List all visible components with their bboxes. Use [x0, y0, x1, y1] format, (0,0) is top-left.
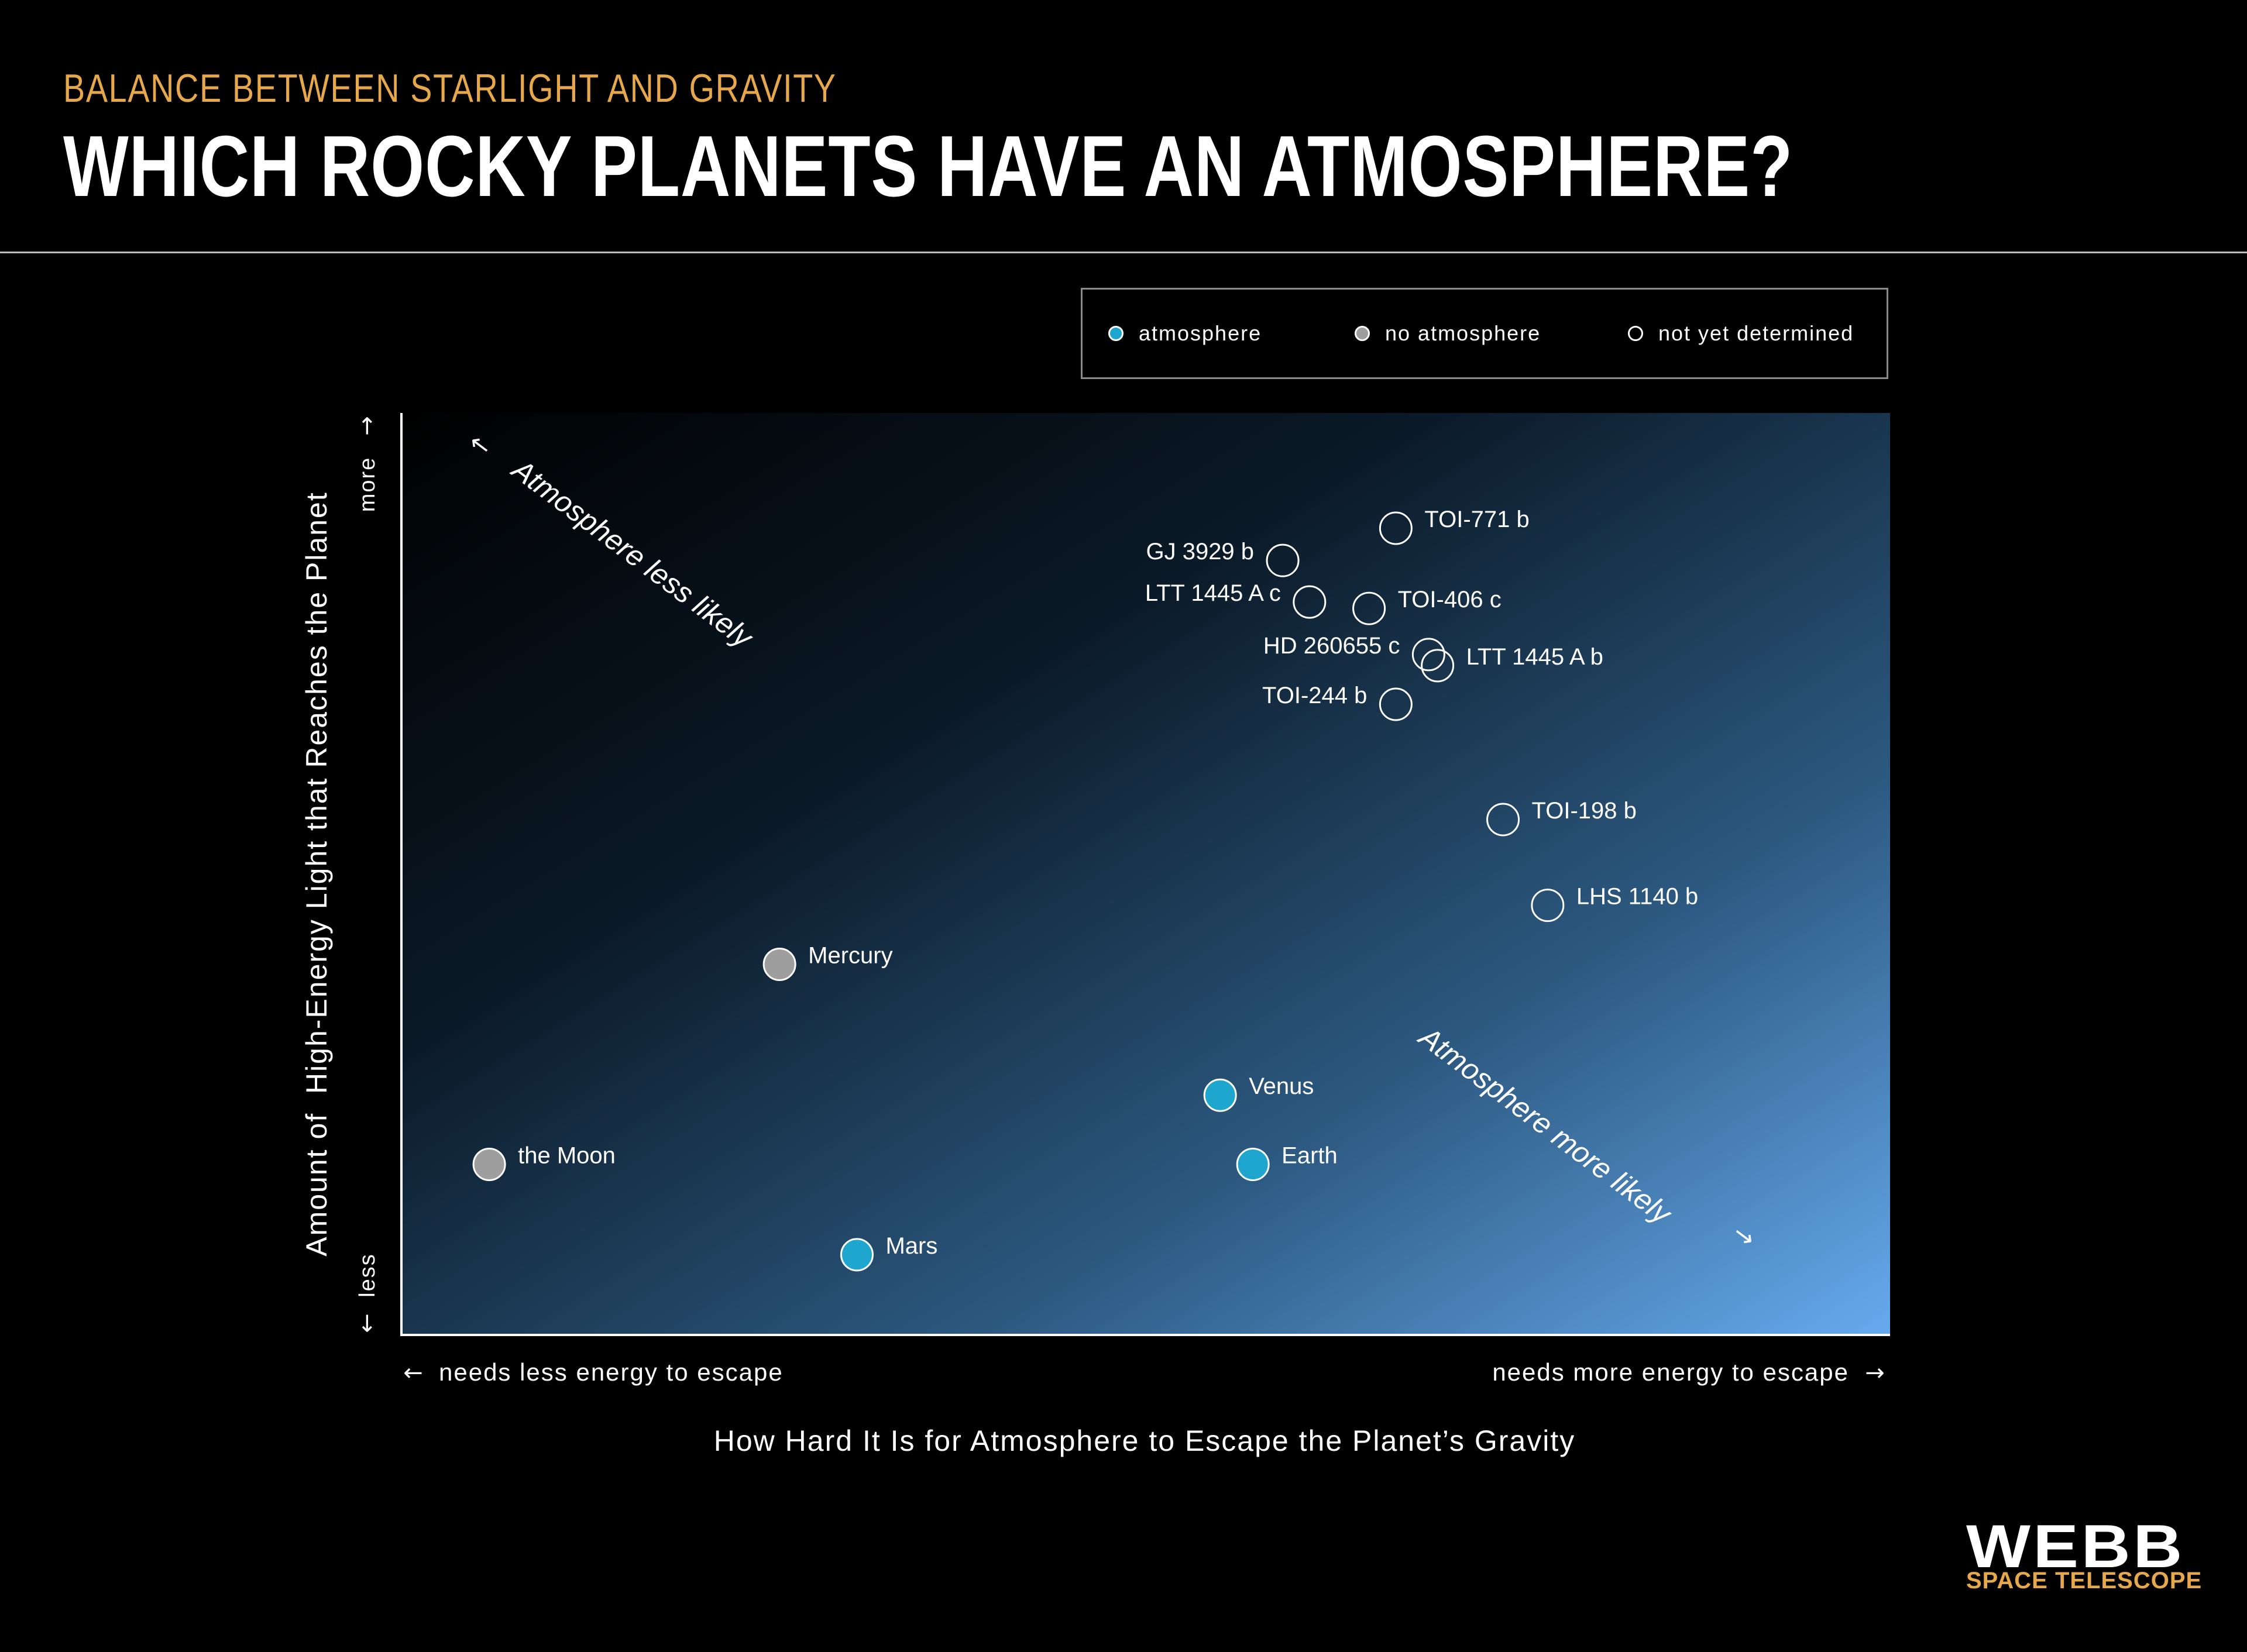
x-axis-title: How Hard It Is for Atmosphere to Escape … [714, 1424, 1575, 1457]
legend-item-no-atmosphere: no atmosphere [1355, 290, 1541, 377]
point-label-hd-260655-c: HD 260655 c [1263, 633, 1400, 659]
y-axis-down-arrow-icon: ← [353, 1313, 380, 1333]
page-title: WHICH ROCKY PLANETS HAVE AN ATMOSPHERE? [63, 118, 1794, 215]
legend-label-no-atmosphere: no atmosphere [1385, 321, 1541, 345]
point-hd-260655-c [1411, 638, 1445, 672]
legend-item-atmosphere: atmosphere [1108, 290, 1262, 377]
point-venus [1203, 1078, 1237, 1112]
point-label-gj-3929-b: GJ 3929 b [1146, 539, 1254, 565]
point-mars [840, 1238, 874, 1272]
legend-label-not-determined: not yet determined [1658, 321, 1854, 345]
point-ltt-1445-a-c [1293, 585, 1327, 619]
x-axis-left-arrow-icon: ← [403, 1360, 423, 1386]
y-axis-title: Amount of High-Energy Light that Reaches… [300, 491, 333, 1257]
x-axis-high-label: needs more energy to escape [1492, 1358, 1849, 1386]
legend-item-not-determined: not yet determined [1628, 290, 1854, 377]
point-ltt-1445-a-b [1421, 649, 1455, 683]
y-axis-up-arrow-icon: → [353, 416, 380, 436]
point-toi-771-b [1379, 511, 1413, 545]
point-label-earth: Earth [1281, 1142, 1338, 1168]
point-mercury [762, 947, 796, 981]
chart-legend: atmosphere no atmosphere not yet determi… [1081, 288, 1888, 379]
not-determined-marker-icon [1628, 326, 1643, 341]
point-earth [1236, 1147, 1270, 1181]
point-label-lhs-1140-b: LHS 1140 b [1576, 884, 1698, 910]
point-label-toi-198-b: TOI-198 b [1532, 798, 1637, 824]
point-label-venus: Venus [1249, 1073, 1314, 1099]
atmosphere-marker-icon [1108, 326, 1124, 341]
y-axis-low-label: less [355, 1253, 380, 1297]
plot-area-background [401, 413, 1890, 1335]
point-the-moon [472, 1147, 506, 1181]
x-axis-right-arrow-icon: → [1865, 1360, 1885, 1386]
point-lhs-1140-b [1531, 889, 1565, 923]
header-kicker: BALANCE BETWEEN STARLIGHT AND GRAVITY [63, 66, 837, 111]
point-label-the-moon: the Moon [518, 1142, 616, 1168]
y-axis-high-label: more [355, 457, 380, 512]
point-gj-3929-b [1266, 543, 1300, 577]
no-atmosphere-marker-icon [1355, 326, 1370, 341]
point-label-ltt-1445-a-b: LTT 1445 A b [1466, 644, 1603, 670]
point-label-mercury: Mercury [808, 942, 892, 968]
point-label-mars: Mars [885, 1233, 937, 1259]
legend-label-atmosphere: atmosphere [1139, 321, 1262, 345]
point-label-toi-406-c: TOI-406 c [1398, 587, 1502, 612]
point-label-toi-771-b: TOI-771 b [1424, 507, 1529, 532]
header-divider [0, 252, 2247, 253]
point-toi-198-b [1486, 803, 1520, 837]
point-toi-244-b [1379, 687, 1413, 721]
webb-logo: WEBB [1966, 1513, 2185, 1581]
point-label-ltt-1445-a-c: LTT 1445 A c [1145, 580, 1281, 606]
point-label-toi-244-b: TOI-244 b [1262, 683, 1367, 708]
webb-logo-subtitle: SPACE TELESCOPE [1966, 1568, 2203, 1594]
x-axis-low-label: needs less energy to escape [439, 1358, 784, 1386]
data-points: TOI-771 b GJ 3929 b LTT 1445 A c TOI-406 c H… [472, 507, 1698, 1272]
point-toi-406-c [1352, 591, 1386, 625]
